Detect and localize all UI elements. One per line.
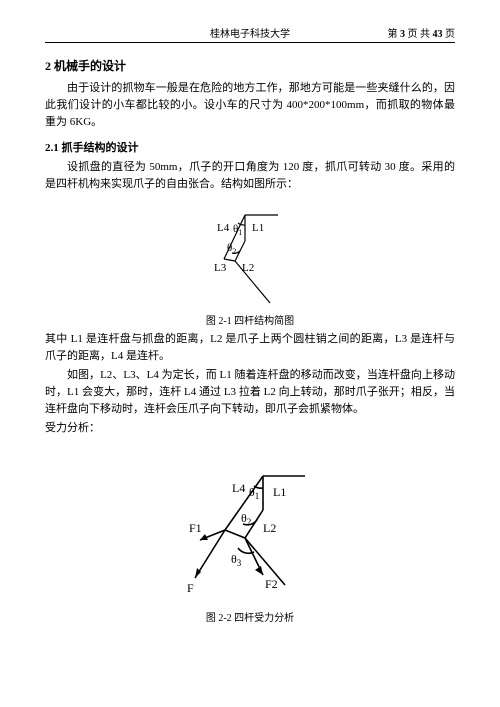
section-2-1-para-1: 设抓盘的直径为 50mm，爪子的开口角度为 120 度，抓爪可转动 30 度。采… (45, 159, 455, 193)
figure-2-2-svg: L1 L4 L2 F F1 F2 θ1 θ2 θ3 (165, 460, 335, 605)
figure-2-1-caption: 图 2-1 四杆结构简图 (45, 312, 455, 327)
fig22-label-F2: F2 (265, 577, 278, 591)
fig21-label-L3: L3 (214, 262, 227, 274)
fig22-label-L2: L2 (263, 521, 276, 535)
fig21-label-L1: L1 (252, 222, 264, 234)
figure-2-1-svg: L1 L4 L2 L3 θ1 θ2 (190, 203, 310, 308)
after-fig21-para-1: 其中 L1 是连杆盘与抓盘的距离，L2 是爪子上两个圆柱销之间的距离，L3 是连… (45, 331, 455, 365)
fig22-label-theta2: θ2 (241, 511, 251, 527)
page-header: 桂林电子科技大学 第 3 页 共 43 页 (45, 25, 455, 43)
header-page-number: 第 3 页 共 43 页 (318, 25, 455, 40)
after-fig21-para-3: 受力分析： (45, 420, 455, 437)
fig21-label-L2: L2 (242, 262, 254, 274)
section-2-1-title: 2.1 抓手结构的设计 (45, 139, 455, 155)
fig21-label-L4: L4 (217, 222, 230, 234)
fig22-label-F1: F1 (189, 521, 202, 535)
fig22-label-L4: L4 (232, 481, 245, 495)
after-fig21-para-2: 如图，L2、L3、L4 为定长，而 L1 随着连杆盘的移动而改变，当连杆盘向上移… (45, 367, 455, 418)
fig22-label-L1: L1 (273, 485, 286, 499)
fig21-label-theta2: θ2 (227, 242, 236, 256)
fig22-label-F: F (187, 581, 194, 595)
figure-2-2: L1 L4 L2 F F1 F2 θ1 θ2 θ3 (45, 460, 455, 605)
figure-2-2-caption: 图 2-2 四杆受力分析 (45, 609, 455, 624)
fig22-label-theta3: θ3 (231, 552, 242, 568)
section-2-para-1: 由于设计的抓物车一般是在危险的地方工作，那地方可能是一些夹缝什么的，因此我们设计… (45, 80, 455, 131)
figure-2-1: L1 L4 L2 L3 θ1 θ2 (45, 203, 455, 308)
header-university: 桂林电子科技大学 (182, 25, 319, 40)
section-2-title: 2 机械手的设计 (45, 57, 455, 74)
